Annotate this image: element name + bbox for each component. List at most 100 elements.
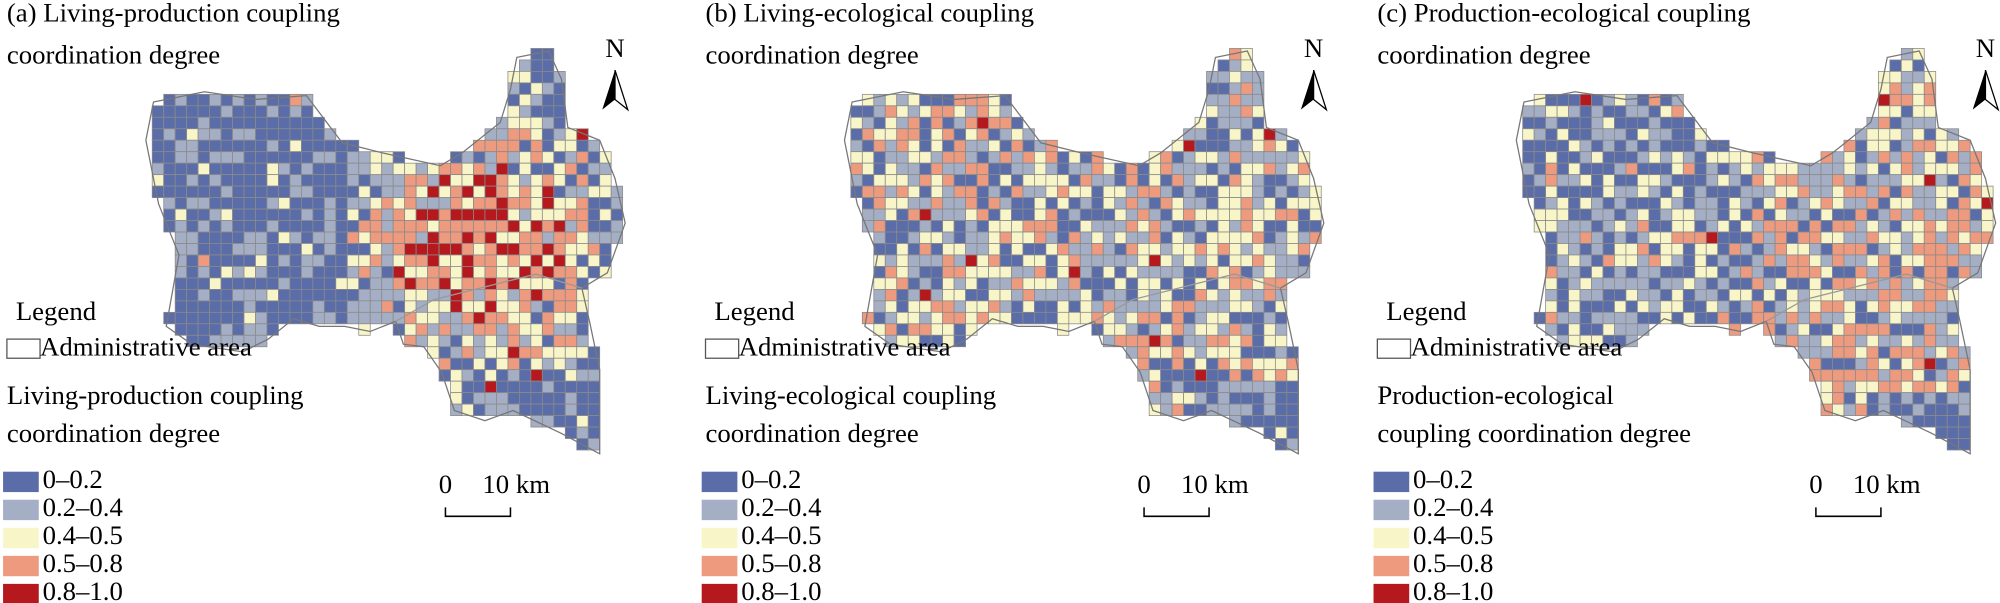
grid-cell	[1843, 185, 1856, 198]
grid-cell	[1763, 289, 1776, 302]
grid-cell	[174, 174, 188, 187]
grid-cell	[1832, 162, 1845, 176]
grid-cell	[1786, 231, 1799, 244]
grid-cell	[1286, 266, 1299, 279]
grid-cell	[484, 139, 497, 153]
grid-cell	[1125, 208, 1139, 221]
grid-cell	[1160, 380, 1173, 394]
grid-cell	[1533, 197, 1547, 210]
grid-cell	[461, 174, 474, 187]
grid-cell	[1797, 346, 1810, 359]
grid-cell	[884, 300, 898, 313]
grid-cell	[1217, 105, 1230, 118]
grid-cell	[369, 197, 383, 210]
grid-cell	[1240, 289, 1253, 302]
grid-cell	[1274, 426, 1288, 439]
grid-cell	[1889, 357, 1902, 371]
grid-cell	[1889, 139, 1902, 153]
grid-cell	[1923, 300, 1937, 313]
grid-cell	[312, 289, 325, 302]
grid-cell	[450, 277, 463, 290]
grid-cell	[1866, 334, 1879, 348]
grid-cell	[519, 82, 532, 95]
grid-cell	[953, 277, 966, 290]
grid-cell	[1252, 139, 1265, 153]
grid-cell	[942, 300, 955, 313]
grid-cell	[919, 231, 932, 244]
grid-cell	[1137, 266, 1150, 279]
grid-cell	[1183, 277, 1196, 290]
panel: (b) Living-ecological couplingcoordinati…	[701, 0, 1328, 603]
grid-cell	[438, 197, 451, 210]
grid-cell	[564, 346, 578, 359]
grid-cell	[1045, 289, 1058, 302]
grid-cell	[1694, 162, 1707, 176]
grid-cell	[1923, 231, 1937, 244]
grid-cell	[1671, 208, 1684, 221]
grid-cell	[1240, 197, 1253, 210]
grid-cell	[209, 128, 222, 141]
grid-cell	[266, 311, 279, 325]
grid-cell	[163, 208, 176, 221]
grid-cell	[965, 300, 978, 313]
grid-cell	[1568, 151, 1581, 164]
grid-cell	[1252, 357, 1265, 371]
grid-cell	[484, 380, 497, 394]
grid-cell	[1740, 185, 1753, 198]
grid-cell	[507, 311, 520, 325]
grid-cell	[1855, 231, 1868, 244]
grid-cell	[1011, 254, 1024, 267]
grid-cell	[1786, 311, 1799, 325]
grid-cell	[473, 357, 486, 371]
grid-cell	[1240, 162, 1253, 176]
grid-cell	[1022, 151, 1035, 164]
grid-cell	[163, 162, 176, 176]
grid-cell	[301, 185, 314, 198]
grid-cell	[1900, 59, 1914, 72]
grid-cell	[312, 220, 325, 233]
administrative-boundary	[1515, 50, 1997, 455]
grid-cell	[381, 311, 394, 325]
grid-cell	[1183, 289, 1196, 302]
grid-cell	[1832, 174, 1845, 187]
grid-cell	[1614, 105, 1627, 118]
grid-cell	[1728, 151, 1742, 164]
grid-cell	[243, 277, 256, 290]
grid-cell	[1263, 415, 1276, 428]
grid-cell	[1969, 174, 1983, 187]
grid-cell	[1091, 243, 1104, 256]
grid-cell	[1923, 139, 1937, 153]
grid-cell	[404, 323, 417, 336]
grid-cell	[861, 139, 875, 153]
scale-label: 0	[1137, 469, 1150, 499]
grid-cell	[1682, 300, 1696, 313]
grid-cell	[861, 174, 875, 187]
grid-cell	[1866, 162, 1879, 176]
grid-cell	[496, 231, 509, 244]
grid-cell	[507, 185, 520, 198]
grid-cell	[1533, 151, 1547, 164]
grid-cell	[1091, 197, 1104, 210]
grid-cell	[1568, 162, 1581, 176]
grid-cell	[255, 174, 268, 187]
grid-cell	[1889, 231, 1902, 244]
grid-cell	[1206, 174, 1219, 187]
grid-cell	[1751, 289, 1765, 302]
grid-cell	[346, 300, 360, 313]
grid-cell	[1877, 139, 1891, 153]
grid-cell	[1568, 277, 1581, 290]
grid-cell	[1900, 334, 1914, 348]
grid-cell	[1194, 197, 1207, 210]
grid-cell	[1900, 128, 1914, 141]
grid-cell	[438, 300, 451, 313]
grid-cell	[209, 116, 222, 130]
grid-cell	[484, 323, 497, 336]
grid-cell	[1946, 139, 1960, 153]
grid-cell	[553, 231, 566, 244]
grid-cell	[1659, 174, 1673, 187]
grid-cell	[1045, 300, 1058, 313]
grid-cell	[450, 254, 463, 267]
grid-cell	[1148, 162, 1162, 176]
grid-cell	[1602, 289, 1615, 302]
